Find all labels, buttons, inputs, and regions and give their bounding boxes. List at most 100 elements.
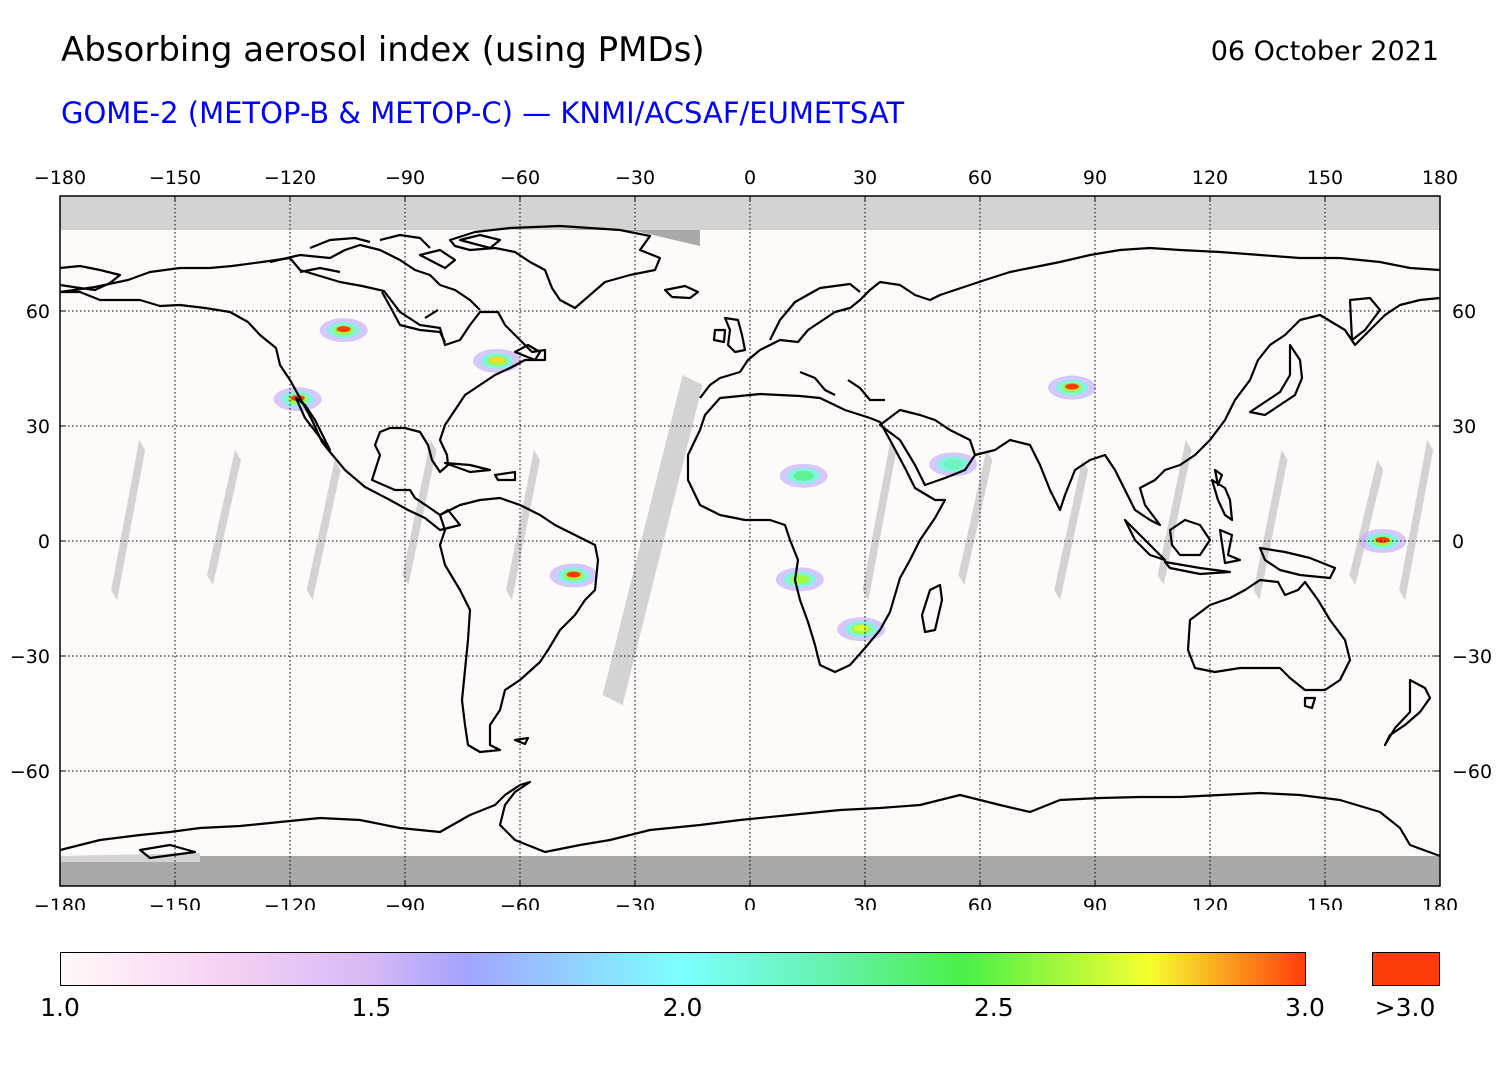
swath-gap — [207, 450, 241, 585]
lon-tick-label-top: 180 — [1422, 167, 1458, 189]
lon-tick-label-bottom: 30 — [853, 895, 877, 910]
colorbar-tick-label: 2.5 — [973, 993, 1014, 1022]
lon-tick-label-bottom: −120 — [264, 895, 316, 910]
coast-north-america — [60, 256, 547, 532]
aerosol-hotspot — [1358, 529, 1407, 553]
map-title: Absorbing aerosol index (using PMDs) — [61, 30, 705, 70]
colorbar-overflow-label: >3.0 — [1374, 993, 1436, 1022]
coast-greenland — [448, 224, 662, 310]
coast-new-zealand — [1383, 678, 1432, 747]
world-map: −180 −180 −150 −150 −120 −120 −90 −90 −60 −60 −30 −… — [10, 167, 1492, 910]
coast-madagascar — [920, 583, 944, 634]
coast-australia — [1186, 578, 1352, 692]
lon-tick-label-top: −60 — [500, 167, 540, 189]
coast-taiwan — [1213, 468, 1224, 487]
coast-iceland — [663, 284, 700, 300]
swath-gap — [1399, 440, 1434, 600]
colorbar-tick-label: 1.5 — [351, 993, 392, 1022]
coast-newfoundland — [513, 343, 542, 362]
lon-tick-label-bottom: 90 — [1083, 895, 1107, 910]
map-subtitle: GOME-2 (METOP-B & METOP-C) — KNMI/ACSAF/… — [61, 96, 905, 130]
lon-tick-label-top: 30 — [853, 167, 877, 189]
lon-tick-label-top: 0 — [744, 167, 756, 189]
aerosol-hotspots — [273, 318, 1407, 642]
swath-gaps — [111, 375, 1434, 705]
lat-tick-label-right: −60 — [1452, 761, 1492, 783]
coast-europe — [699, 278, 986, 402]
lon-tick-label-bottom: −30 — [615, 895, 655, 910]
lon-tick-label-top: 90 — [1083, 167, 1107, 189]
colorbar-tick-label: 3.0 — [1285, 993, 1325, 1022]
colorbar-overflow-swatch — [1372, 952, 1440, 986]
coast-uk — [723, 316, 747, 354]
lon-tick-label-bottom: 60 — [968, 895, 992, 910]
lat-tick-label-left: −60 — [10, 761, 50, 783]
lon-tick-label-top: −120 — [264, 167, 316, 189]
coast-sulawesi — [1218, 528, 1242, 565]
axis-ticks: −180 −180 −150 −150 −120 −120 −90 −90 −60 −60 −30 −… — [10, 167, 1492, 910]
swath-gap — [958, 450, 993, 585]
swath-gap — [111, 440, 146, 600]
lon-tick-label-top: −30 — [615, 167, 655, 189]
lon-tick-label-top: −150 — [149, 167, 201, 189]
lon-tick-label-top: −180 — [34, 167, 86, 189]
lon-tick-label-bottom: −180 — [34, 895, 86, 910]
swath-gap — [306, 460, 341, 600]
coast-borneo — [1168, 518, 1212, 557]
coast-cuba — [443, 461, 492, 474]
swath-gap — [1253, 450, 1288, 600]
swath-gap — [1054, 460, 1089, 600]
lon-tick-label-top: 150 — [1307, 167, 1343, 189]
coast-arctic-islands — [269, 233, 502, 311]
coast-asia — [974, 246, 1440, 527]
coast-new-guinea — [1258, 546, 1337, 580]
greenland-no-data-shade — [560, 228, 700, 246]
coast-java — [1163, 560, 1232, 576]
coastlines — [60, 224, 1440, 860]
coast-kamchatka — [1348, 296, 1382, 342]
swath-gap — [402, 440, 437, 585]
coast-tasmania — [1303, 696, 1317, 710]
swath-gap — [1349, 460, 1384, 585]
lat-tick-label-left: 30 — [26, 416, 50, 438]
coast-falklands — [513, 736, 530, 746]
lon-tick-label-bottom: 150 — [1307, 895, 1343, 910]
coast-south-america — [438, 496, 600, 754]
colorbar-tick-label: 2.0 — [662, 993, 703, 1022]
lon-tick-label-top: 60 — [968, 167, 992, 189]
lat-tick-label-right: −30 — [1452, 646, 1492, 668]
aerosol-hotspot — [1048, 375, 1096, 400]
aerosol-hotspot — [473, 348, 521, 373]
aerosol-hotspot — [775, 567, 824, 592]
lat-tick-label-right: 0 — [1452, 531, 1464, 553]
aerosol-hotspot — [779, 463, 828, 488]
swath-gap — [862, 440, 897, 600]
lat-tick-label-left: 60 — [26, 301, 50, 323]
lat-tick-label-right: 60 — [1452, 301, 1476, 323]
lon-tick-label-top: 120 — [1192, 167, 1228, 189]
swath-gap — [602, 375, 703, 705]
lat-tick-label-left: 0 — [38, 531, 50, 553]
coast-hudson-bay — [381, 291, 446, 343]
coast-japan — [1248, 343, 1304, 417]
lon-tick-label-bottom: 180 — [1422, 895, 1458, 910]
aerosol-hotspot — [837, 617, 886, 642]
grid-lines — [60, 196, 1440, 886]
colorbar — [60, 952, 1306, 986]
lon-tick-label-bottom: −150 — [149, 895, 201, 910]
map-date: 06 October 2021 — [1210, 36, 1439, 67]
lon-tick-label-bottom: 120 — [1192, 895, 1228, 910]
lon-tick-label-bottom: 0 — [744, 895, 756, 910]
coast-antarctica — [60, 780, 1440, 858]
coast-hispaniola — [493, 470, 517, 482]
aerosol-hotspot — [549, 563, 598, 588]
coast-ross-shelf — [138, 843, 197, 860]
lat-tick-label-left: −30 — [10, 646, 50, 668]
coast-baja-california — [294, 396, 332, 452]
lon-tick-label-bottom: −60 — [500, 895, 540, 910]
lon-tick-label-bottom: −90 — [385, 895, 425, 910]
coast-alaska-west — [60, 264, 122, 292]
coast-ireland — [712, 328, 727, 344]
swath-gap — [1157, 440, 1192, 585]
swath-gap — [506, 450, 540, 600]
